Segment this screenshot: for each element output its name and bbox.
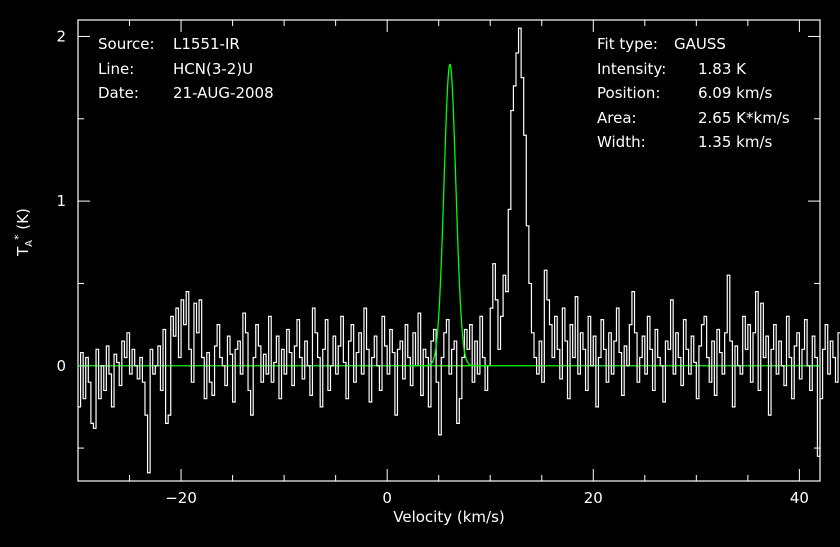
y-axis-label-unit: (K) [14, 208, 32, 235]
line-label: Line: [98, 59, 135, 78]
axis-tick-labels: −20 0 20 40 0 1 2 [56, 27, 808, 507]
y-axis-label-main: T [14, 246, 32, 256]
observation-info: Source: L1551-IR Line: HCN(3-2)U Date: 21-A… [98, 32, 274, 106]
position-value: 6.09 km/s [698, 84, 773, 102]
y-tick-label: 0 [56, 357, 66, 375]
position-label: Position: [597, 84, 661, 102]
x-tick-label: 0 [382, 489, 392, 507]
x-tick-label: −20 [165, 489, 197, 507]
y-axis-label-sub: A [24, 239, 35, 247]
source-value: L1551-IR [173, 35, 240, 53]
intensity-label: Intensity: [597, 59, 667, 78]
source-label: Source: [98, 35, 155, 53]
x-tick-label: 40 [790, 489, 809, 507]
date-label: Date: [98, 84, 139, 102]
area-value: 2.65 K*km/s [698, 108, 790, 127]
x-axis-label: Velocity (km/s) [393, 508, 505, 526]
width-label: Width: [597, 133, 646, 151]
fit-type-value: GAUSS [674, 35, 726, 53]
area-label: Area: [597, 108, 637, 127]
width-value: 1.35 km/s [698, 133, 773, 151]
plot-frame [77, 19, 821, 482]
gaussian-fit-curve [408, 63, 492, 367]
y-tick-label: 2 [56, 27, 66, 45]
x-tick-label: 20 [584, 489, 603, 507]
y-axis-label: TA* (K) [12, 208, 35, 256]
y-axis-label-sup: * [12, 234, 25, 240]
intensity-value: 1.83 K [698, 59, 747, 78]
y-tick-label: 1 [56, 192, 66, 210]
fit-type-label: Fit type: [597, 35, 658, 53]
date-value: 21-AUG-2008 [173, 84, 274, 102]
line-value: HCN(3-2)U [173, 59, 254, 78]
axis-ticks [77, 20, 820, 481]
fit-results: Fit type: GAUSS Intensity: 1.83 K Position… [597, 32, 790, 155]
spectrum-histogram [78, 27, 840, 474]
